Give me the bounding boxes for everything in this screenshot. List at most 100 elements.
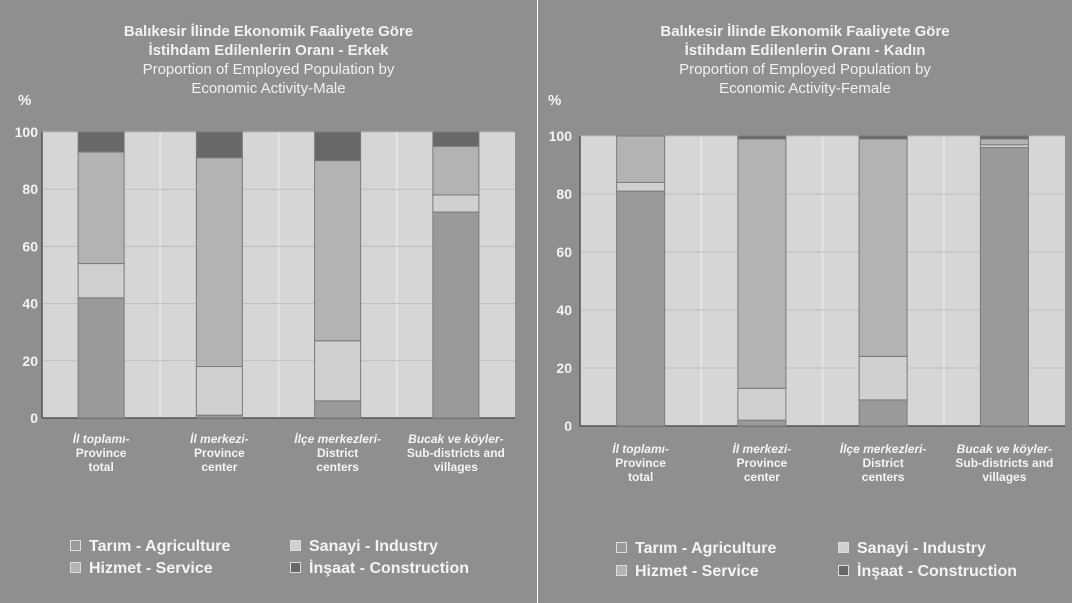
- x-category-label: İl toplamı- Province total: [581, 442, 701, 484]
- title-en-line2: Economic Activity-Male: [191, 80, 346, 97]
- y-tick-label: 60: [556, 244, 572, 260]
- legend-industry-label: Sanayi - Industry: [309, 538, 438, 555]
- category-label-en1: Sub-districts and: [955, 456, 1054, 470]
- category-label-en2: total: [627, 470, 654, 484]
- y-tick-label: 0: [30, 410, 38, 426]
- title-en-line2: Economic Activity-Female: [719, 80, 891, 97]
- legend-construction-label: İnşaat - Construction: [857, 563, 1018, 580]
- category-label-en1: Province: [736, 456, 788, 470]
- y-tick-label: 80: [556, 186, 572, 202]
- bar-industry-0: [77, 263, 125, 299]
- title-en-line1: Proportion of Employed Population by: [142, 61, 395, 78]
- y-tick-label: 20: [556, 360, 572, 376]
- service-swatch-icon: [70, 562, 81, 574]
- title-tr-line2: İstihdam Edilenlerin Oranı - Kadın: [684, 42, 926, 59]
- bar-service-2: [314, 160, 362, 342]
- category-label-en2: villages: [982, 470, 1027, 484]
- legend-service-label: Hizmet - Service: [635, 563, 759, 580]
- female-chart-panel: Balıkesir İlinde Ekonomik Faaliyete Göre…: [538, 0, 1072, 603]
- category-label-en1: District: [862, 456, 904, 470]
- legend-industry: Sanayi - Industry: [838, 540, 986, 558]
- chart-title: Balıkesir İlinde Ekonomik Faaliyete Göre…: [538, 22, 1072, 98]
- bar-service-2: [858, 138, 908, 357]
- legend-industry: Sanayi - Industry: [290, 538, 438, 556]
- y-tick-label: 60: [22, 238, 38, 254]
- bar-service-3: [979, 138, 1029, 146]
- category-label-tr: İl merkezi-: [732, 442, 792, 456]
- category-label-en2: centers: [316, 460, 359, 474]
- category-label-en2: total: [88, 460, 114, 474]
- agriculture-swatch-icon: [616, 542, 627, 554]
- category-label-en1: District: [316, 446, 359, 460]
- category-label-tr: Bucak ve köyler-: [956, 442, 1053, 456]
- x-category-label: Bucak ve köyler- Sub-districts and village…: [396, 432, 516, 474]
- bar-industry-3: [432, 194, 480, 213]
- legend-construction: İnşaat - Construction: [290, 560, 469, 578]
- bar-agriculture-2: [858, 399, 908, 427]
- y-axis-unit: %: [548, 92, 562, 109]
- title-tr-line1: Balıkesir İlinde Ekonomik Faaliyete Göre: [123, 23, 414, 40]
- bar-service-1: [737, 138, 787, 389]
- bar-construction-1: [737, 135, 787, 140]
- female-stacked-bar-chart: 0 20 40 60 80 100: [549, 128, 1065, 434]
- y-tick-label: 100: [549, 128, 573, 144]
- legend-agriculture-label: Tarım - Agriculture: [635, 540, 777, 557]
- bar-construction-0: [77, 131, 125, 153]
- bar-industry-1: [737, 387, 787, 421]
- legend-construction: İnşaat - Construction: [838, 563, 1017, 581]
- category-label-en1: Province: [615, 456, 666, 470]
- bar-service-3: [432, 145, 480, 196]
- y-tick-label: 40: [22, 296, 38, 312]
- title-tr-line2: İstihdam Edilenlerin Oranı - Erkek: [148, 42, 389, 59]
- y-tick-label: 80: [22, 181, 38, 197]
- bar-agriculture-3: [979, 147, 1029, 427]
- x-category-label: İlçe merkezleri- District centers: [823, 442, 943, 484]
- category-label-en2: centers: [861, 470, 905, 484]
- legend-construction-label: İnşaat - Construction: [309, 560, 470, 577]
- industry-swatch-icon: [838, 542, 849, 554]
- legend-service-label: Hizmet - Service: [89, 560, 213, 577]
- bar-agriculture-0: [616, 190, 666, 427]
- bar-service-0: [616, 135, 666, 183]
- y-tick-label: 20: [22, 353, 38, 369]
- construction-swatch-icon: [290, 562, 301, 574]
- category-label-tr: Bucak ve köyler-: [408, 432, 504, 446]
- bar-industry-2: [314, 340, 362, 402]
- legend-service: Hizmet - Service: [616, 563, 759, 581]
- category-label-en2: center: [743, 470, 780, 484]
- bar-construction-2: [858, 135, 908, 140]
- y-tick-label: 0: [564, 418, 572, 434]
- category-label-tr: İl merkezi-: [190, 432, 249, 446]
- legend-agriculture: Tarım - Agriculture: [616, 540, 776, 558]
- category-label-tr: İlçe merkezleri-: [294, 432, 381, 446]
- y-axis-unit: %: [18, 92, 32, 109]
- bar-industry-1: [195, 366, 243, 416]
- bar-construction-3: [979, 135, 1029, 140]
- bar-construction-3: [432, 131, 480, 147]
- category-label-en1: Sub-districts and: [406, 446, 505, 460]
- category-label-tr: İl toplamı-: [612, 442, 669, 456]
- x-category-label: Bucak ve köyler- Sub-districts and village…: [944, 442, 1064, 484]
- male-stacked-bar-chart: 0 20 40 60 80 100: [15, 124, 515, 426]
- y-tick-label: 100: [15, 124, 39, 140]
- bar-agriculture-0: [77, 297, 125, 419]
- bar-agriculture-3: [432, 211, 480, 419]
- x-category-label: İl merkezi- Province center: [159, 432, 279, 474]
- legend-agriculture-label: Tarım - Agriculture: [89, 538, 231, 555]
- agriculture-swatch-icon: [70, 540, 81, 552]
- chart-title: Balıkesir İlinde Ekonomik Faaliyete Göre…: [0, 22, 537, 98]
- bar-industry-2: [858, 355, 908, 401]
- bar-agriculture-1: [737, 419, 787, 427]
- category-label-en1: Province: [194, 446, 245, 460]
- category-label-tr: İlçe merkezleri-: [839, 442, 927, 456]
- title-en-line1: Proportion of Employed Population by: [679, 61, 931, 78]
- x-category-label: İl toplamı- Province total: [41, 432, 161, 474]
- male-chart-panel: Balıkesir İlinde Ekonomik Faaliyete Göre…: [0, 0, 537, 603]
- industry-swatch-icon: [290, 540, 301, 552]
- category-label-en2: villages: [433, 460, 478, 474]
- title-tr-line1: Balıkesir İlinde Ekonomik Faaliyete Göre: [660, 23, 950, 40]
- bar-service-1: [195, 157, 243, 368]
- y-tick-label: 40: [556, 302, 572, 318]
- construction-swatch-icon: [838, 565, 849, 577]
- bar-construction-1: [195, 131, 243, 159]
